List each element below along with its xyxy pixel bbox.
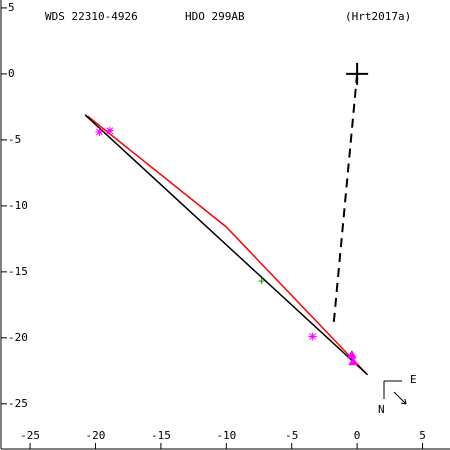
orbit-line xyxy=(84,114,369,376)
x-tick-label: -25 xyxy=(20,429,40,442)
subtitle: HDO 299AB xyxy=(185,10,245,23)
reference: (Hrt2017a) xyxy=(345,10,411,23)
x-tick-label: -20 xyxy=(86,429,106,442)
y-tick-label: -25 xyxy=(8,397,28,410)
x-tick-label: -15 xyxy=(151,429,171,442)
compass xyxy=(383,380,407,405)
asterisk-point xyxy=(95,127,104,136)
y-tick-label: 5 xyxy=(8,1,15,14)
x-tick-label: -5 xyxy=(285,429,298,442)
asterisk-point xyxy=(105,126,114,135)
compass-north: N xyxy=(378,403,385,416)
y-tick-label: -15 xyxy=(8,265,28,278)
y-tick-label: -5 xyxy=(8,133,21,146)
y-tick-label: 0 xyxy=(8,67,15,80)
orbit-line xyxy=(87,115,367,374)
compass-east: E xyxy=(410,373,417,386)
asterisk-point xyxy=(308,332,317,341)
y-tick-label: -20 xyxy=(8,331,28,344)
x-tick-label: 5 xyxy=(419,429,426,442)
cross-point xyxy=(346,62,369,85)
x-tick-label: 0 xyxy=(354,429,361,442)
plus-point xyxy=(258,278,265,285)
triangle-point xyxy=(348,356,359,366)
orbit-line xyxy=(332,73,359,325)
triangle-point xyxy=(347,349,357,359)
chart-title: WDS 22310-4926 xyxy=(45,10,138,23)
x-tick-label: -10 xyxy=(216,429,236,442)
y-tick-label: -10 xyxy=(8,199,28,212)
